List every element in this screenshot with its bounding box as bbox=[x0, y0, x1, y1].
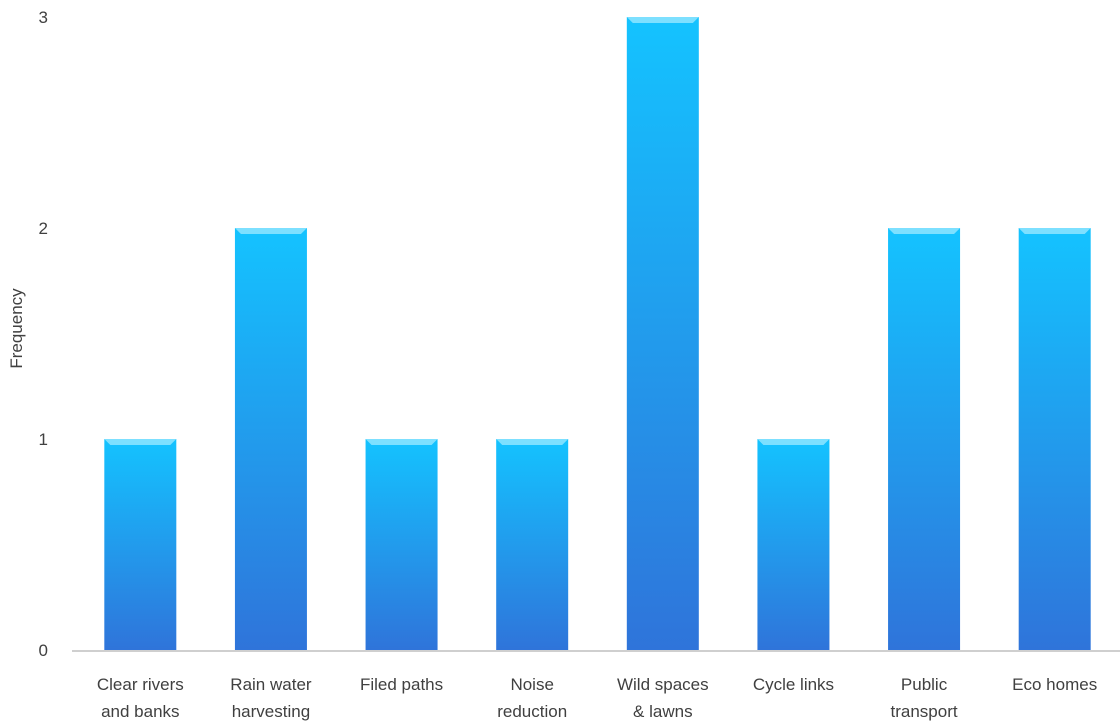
bar bbox=[496, 439, 569, 650]
bar bbox=[365, 439, 438, 650]
x-category-label: Eco homes bbox=[1012, 675, 1097, 694]
y-axis-title: Frequency bbox=[7, 288, 26, 369]
x-category-label-line: Public bbox=[901, 675, 948, 694]
bar-cap bbox=[757, 439, 830, 445]
x-category-label: Filed paths bbox=[360, 675, 443, 694]
bar-body bbox=[365, 439, 438, 650]
bar-body bbox=[757, 439, 830, 650]
x-category-label-line: Cycle links bbox=[753, 675, 834, 694]
bar bbox=[626, 17, 699, 650]
x-category-label-line: Clear rivers bbox=[97, 675, 184, 694]
bar-cap bbox=[104, 439, 177, 445]
bar-body bbox=[888, 228, 961, 650]
x-category-label: Cycle links bbox=[753, 675, 834, 694]
bar-cap bbox=[1018, 228, 1091, 234]
bar-cap bbox=[234, 228, 307, 234]
bar bbox=[757, 439, 830, 650]
x-category-label-line: transport bbox=[891, 702, 958, 721]
bar-cap bbox=[626, 17, 699, 23]
x-axis-labels: Clear rivers and banks Rain water harvestin… bbox=[97, 675, 1097, 721]
x-category-label-line: harvesting bbox=[232, 702, 310, 721]
bar-cap bbox=[496, 439, 569, 445]
x-category-label: Noise reduction bbox=[497, 675, 567, 721]
x-category-label-line: reduction bbox=[497, 702, 567, 721]
y-axis-ticks: 0 1 2 3 bbox=[39, 8, 48, 660]
bar bbox=[234, 228, 307, 650]
x-category-label-line: Eco homes bbox=[1012, 675, 1097, 694]
y-tick-label: 2 bbox=[39, 219, 48, 238]
x-category-label-line: Noise bbox=[510, 675, 553, 694]
bar-cap bbox=[888, 228, 961, 234]
x-category-label-line: Wild spaces bbox=[617, 675, 709, 694]
bar-body bbox=[1018, 228, 1091, 650]
bar bbox=[888, 228, 961, 650]
x-category-label: Rain water harvesting bbox=[230, 675, 312, 721]
bar bbox=[1018, 228, 1091, 650]
bar-cap bbox=[365, 439, 438, 445]
bar bbox=[104, 439, 177, 650]
y-tick-label: 3 bbox=[39, 8, 48, 27]
x-category-label-line: and banks bbox=[101, 702, 179, 721]
x-category-label-line: & lawns bbox=[633, 702, 693, 721]
x-category-label-line: Rain water bbox=[230, 675, 312, 694]
bar-body bbox=[104, 439, 177, 650]
y-tick-label: 1 bbox=[39, 430, 48, 449]
y-tick-label: 0 bbox=[39, 641, 48, 660]
bars bbox=[104, 17, 1091, 650]
x-category-label: Public transport bbox=[891, 675, 958, 721]
bar-body bbox=[234, 228, 307, 650]
bar-body bbox=[626, 17, 699, 650]
x-category-label: Clear rivers and banks bbox=[97, 675, 184, 721]
x-category-label: Wild spaces & lawns bbox=[617, 675, 709, 721]
bar-body bbox=[496, 439, 569, 650]
x-category-label-line: Filed paths bbox=[360, 675, 443, 694]
